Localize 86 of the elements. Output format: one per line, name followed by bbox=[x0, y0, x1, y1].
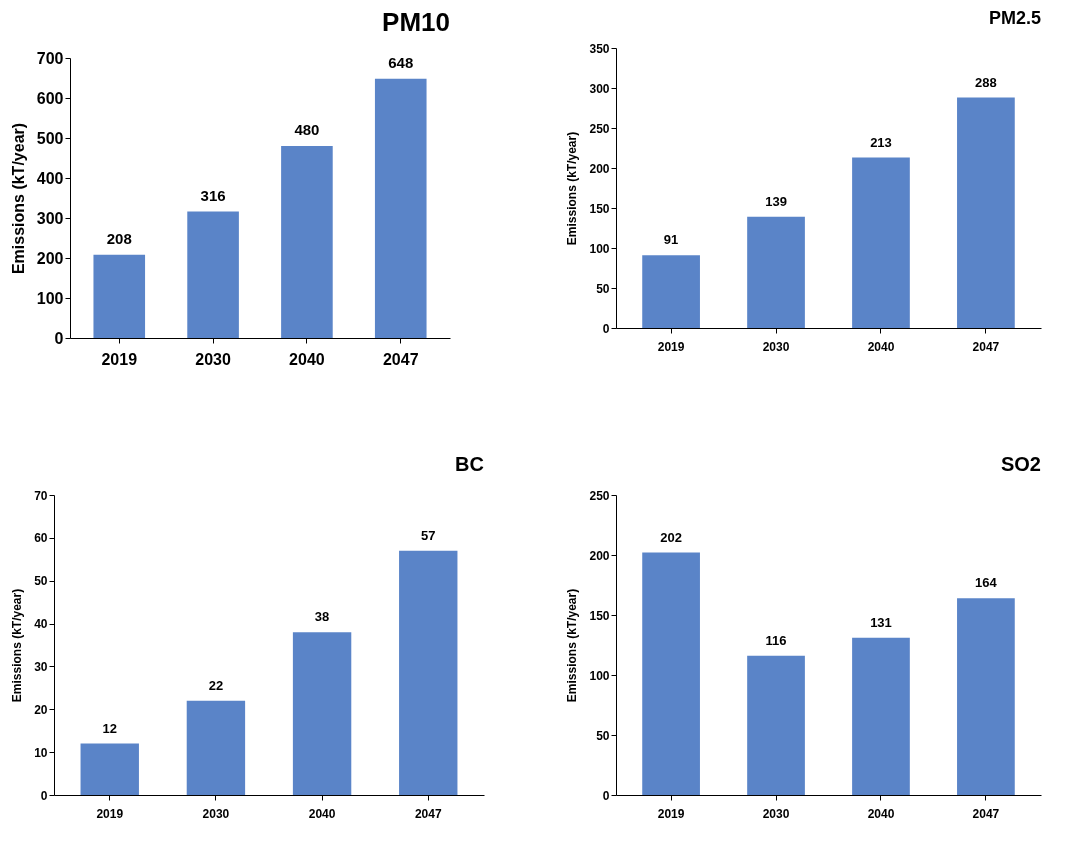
data-label: 213 bbox=[870, 134, 892, 150]
bar bbox=[642, 255, 700, 328]
bar bbox=[374, 78, 427, 338]
y-tick-label: 20 bbox=[34, 702, 48, 717]
bar bbox=[93, 254, 146, 338]
data-label: 57 bbox=[421, 527, 436, 543]
y-tick-label: 150 bbox=[589, 201, 610, 216]
x-tick-label: 2019 bbox=[657, 806, 685, 821]
y-tick-label: 200 bbox=[589, 548, 610, 563]
y-tick-label: 100 bbox=[36, 289, 64, 307]
data-label: 316 bbox=[200, 186, 226, 204]
y-tick-label: 200 bbox=[36, 249, 64, 267]
y-tick-label: 0 bbox=[602, 321, 610, 336]
data-label: 202 bbox=[660, 529, 682, 545]
data-label: 480 bbox=[294, 121, 320, 138]
x-tick-label: 2040 bbox=[308, 806, 336, 821]
chart-title: PM2.5 bbox=[988, 8, 1041, 28]
chart-title: BC bbox=[455, 453, 484, 475]
data-label: 38 bbox=[314, 609, 330, 625]
y-tick-label: 250 bbox=[589, 121, 610, 136]
x-tick-label: 2030 bbox=[195, 350, 231, 368]
y-tick-label: 70 bbox=[34, 488, 48, 503]
x-tick-label: 2047 bbox=[972, 339, 1000, 354]
bar bbox=[747, 655, 805, 795]
x-tick-label: 2030 bbox=[202, 806, 230, 821]
y-axis-title: Emissions (kT/year) bbox=[565, 131, 580, 246]
x-tick-label: 2030 bbox=[762, 339, 790, 354]
data-label: 131 bbox=[870, 614, 892, 630]
bar bbox=[186, 700, 246, 795]
x-tick-label: 2040 bbox=[289, 350, 325, 368]
bar bbox=[80, 743, 139, 795]
bar bbox=[747, 216, 805, 328]
x-tick-label: 2047 bbox=[382, 350, 419, 368]
y-tick-label: 0 bbox=[602, 788, 610, 803]
y-tick-label: 150 bbox=[589, 608, 610, 623]
x-tick-label: 2019 bbox=[101, 350, 138, 368]
y-tick-label: 100 bbox=[589, 668, 610, 683]
y-axis-title: Emissions (kT/year) bbox=[9, 122, 27, 275]
bar bbox=[957, 97, 1015, 328]
y-tick-label: 30 bbox=[34, 659, 48, 674]
data-label: 116 bbox=[765, 632, 787, 648]
bar bbox=[187, 211, 239, 338]
y-tick-label: 0 bbox=[40, 788, 48, 803]
y-tick-label: 400 bbox=[36, 169, 64, 187]
bar bbox=[852, 157, 910, 328]
y-axis-title: Emissions (kT/year) bbox=[10, 588, 25, 703]
data-label: 139 bbox=[765, 193, 787, 209]
y-axis-title: Emissions (kT/year) bbox=[565, 588, 580, 703]
y-tick-label: 50 bbox=[34, 574, 48, 589]
x-tick-label: 2030 bbox=[762, 806, 790, 821]
data-label: 164 bbox=[975, 575, 998, 591]
y-tick-label: 500 bbox=[36, 129, 64, 147]
y-tick-label: 300 bbox=[36, 209, 64, 227]
x-tick-label: 2047 bbox=[972, 806, 1000, 821]
bar bbox=[642, 552, 700, 795]
chart-title: PM10 bbox=[382, 7, 450, 37]
y-tick-label: 700 bbox=[36, 49, 64, 67]
x-tick-label: 2019 bbox=[657, 339, 685, 354]
y-tick-label: 40 bbox=[34, 617, 48, 632]
y-tick-label: 350 bbox=[589, 41, 610, 56]
data-label: 22 bbox=[208, 677, 224, 693]
y-tick-label: 60 bbox=[34, 531, 48, 546]
data-label: 12 bbox=[102, 720, 117, 736]
x-tick-label: 2047 bbox=[414, 806, 442, 821]
bar bbox=[399, 550, 458, 795]
y-tick-label: 100 bbox=[589, 241, 610, 256]
y-tick-label: 50 bbox=[596, 728, 610, 743]
y-tick-label: 200 bbox=[589, 161, 610, 176]
y-tick-label: 50 bbox=[596, 281, 610, 296]
y-tick-label: 600 bbox=[36, 89, 64, 107]
x-tick-label: 2040 bbox=[867, 339, 895, 354]
y-tick-label: 250 bbox=[589, 488, 610, 503]
data-label: 648 bbox=[388, 53, 414, 71]
x-tick-label: 2019 bbox=[96, 806, 124, 821]
chart-title: SO2 bbox=[1000, 453, 1041, 475]
y-tick-label: 300 bbox=[589, 81, 610, 96]
bar bbox=[852, 637, 910, 795]
data-label: 208 bbox=[106, 229, 132, 247]
x-tick-label: 2040 bbox=[867, 806, 895, 821]
y-tick-label: 10 bbox=[34, 745, 48, 760]
bar bbox=[957, 598, 1015, 795]
bar bbox=[281, 146, 333, 338]
data-label: 91 bbox=[663, 232, 679, 248]
data-label: 288 bbox=[975, 74, 997, 90]
bar bbox=[292, 632, 352, 795]
y-tick-label: 0 bbox=[54, 329, 64, 347]
